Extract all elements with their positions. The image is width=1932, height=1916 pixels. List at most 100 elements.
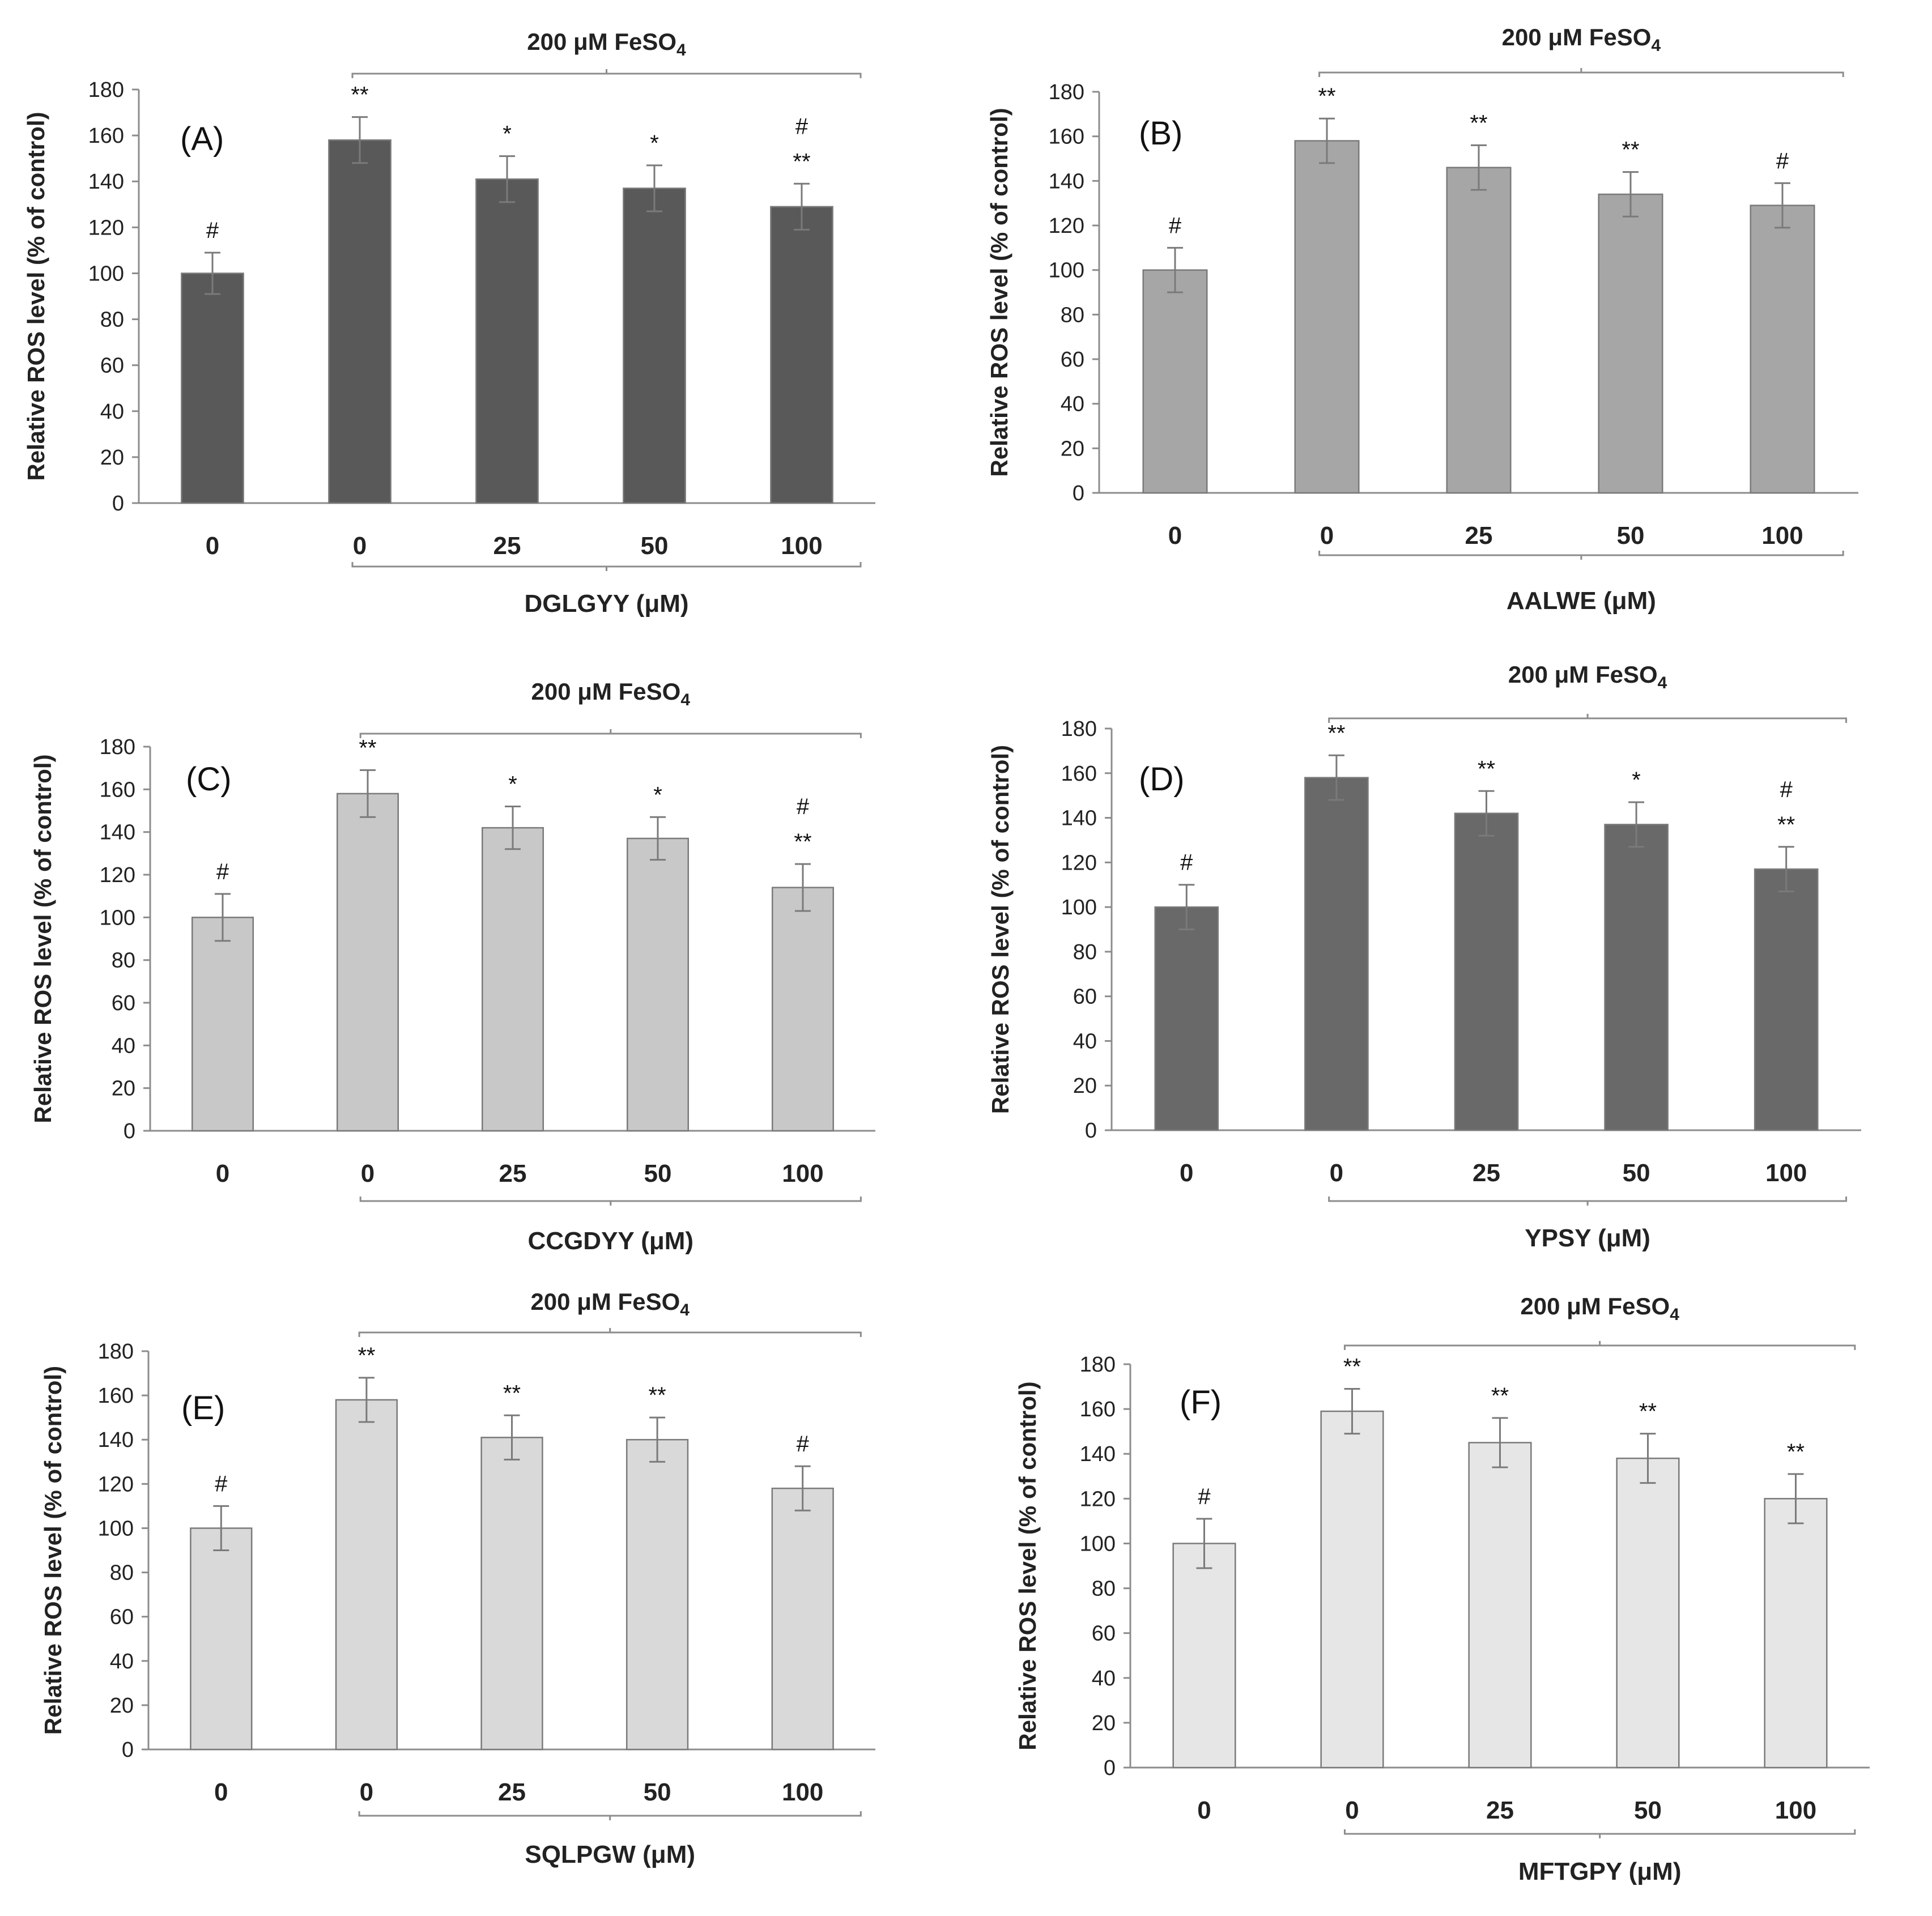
y-tick-label: 80 xyxy=(1061,303,1084,327)
significance-label: ** xyxy=(1639,1399,1657,1424)
y-axis-title: Relative ROS level (% of control) xyxy=(986,108,1012,476)
bar xyxy=(475,178,539,504)
category-label: 50 xyxy=(644,1778,671,1806)
bar xyxy=(1604,824,1669,1131)
bar xyxy=(1598,193,1663,494)
significance-label: # xyxy=(795,114,808,139)
fe-group-label: 200 μM FeSO4 xyxy=(1520,1293,1679,1324)
significance-label: ** xyxy=(1327,721,1345,746)
category-label: 0 xyxy=(1197,1796,1211,1824)
significance-label: # xyxy=(1776,148,1789,173)
category-label: 25 xyxy=(498,1778,526,1806)
category-label: 0 xyxy=(1180,1159,1193,1187)
y-tick-label: 140 xyxy=(88,170,124,194)
significance-label: * xyxy=(650,131,659,156)
bar xyxy=(335,1399,398,1751)
significance-label: ** xyxy=(1343,1355,1361,1379)
x-axis-title: YPSY (μM) xyxy=(1525,1224,1650,1252)
dose-group-bracket xyxy=(1318,551,1844,560)
bar xyxy=(328,139,391,504)
y-tick-label: 60 xyxy=(112,991,135,1015)
y-tick-label: 100 xyxy=(1080,1532,1116,1556)
significance-label: ** xyxy=(1470,110,1487,135)
significance-label: # xyxy=(206,218,219,243)
category-label: 50 xyxy=(1617,522,1645,550)
x-axis-title: AALWE (μM) xyxy=(1507,587,1656,615)
significance-label: ** xyxy=(1777,812,1795,837)
category-label: 0 xyxy=(353,532,367,560)
chart-panel-3: 0 20 40 60 80 100 120 140 160 180 #0 ** 0 ** 25 * 50 ** #1… xyxy=(987,661,1861,1252)
y-tick-label: 60 xyxy=(1092,1622,1116,1646)
y-tick-label: 160 xyxy=(1049,125,1084,149)
y-tick-label: 0 xyxy=(124,1119,135,1143)
y-tick-label: 120 xyxy=(98,1472,134,1496)
y-tick-label: 0 xyxy=(1104,1756,1116,1780)
x-axis-title: CCGDYY (μM) xyxy=(528,1227,694,1255)
significance-label: # xyxy=(797,794,810,819)
category-label: 50 xyxy=(1623,1159,1650,1187)
chart-panel-4: 0 20 40 60 80 100 120 140 160 180 #0 ** 0 ** 25 ** 50 #10… xyxy=(40,1288,875,1868)
bar xyxy=(190,1527,253,1751)
y-tick-label: 60 xyxy=(1061,348,1084,372)
bar xyxy=(1446,167,1512,494)
panel-label: (A) xyxy=(180,121,224,157)
y-tick-label: 140 xyxy=(1049,169,1084,193)
y-tick-label: 20 xyxy=(112,1077,135,1101)
bar xyxy=(1304,777,1369,1131)
bar xyxy=(191,917,254,1132)
y-tick-label: 100 xyxy=(1049,259,1084,283)
category-label: 25 xyxy=(1473,1159,1500,1187)
y-tick-label: 180 xyxy=(100,735,135,759)
y-tick-label: 40 xyxy=(1073,1029,1097,1053)
fe-group-bracket xyxy=(1328,714,1848,723)
significance-label: ** xyxy=(1787,1440,1805,1464)
category-label: 0 xyxy=(216,1160,229,1187)
bar xyxy=(770,206,833,504)
y-tick-label: 180 xyxy=(1061,717,1097,741)
category-label: 100 xyxy=(1765,1159,1807,1187)
y-tick-label: 40 xyxy=(112,1034,135,1058)
bar xyxy=(1172,1543,1236,1769)
significance-label: ** xyxy=(1318,84,1335,109)
significance-label: ** xyxy=(1622,138,1639,163)
bar xyxy=(480,1437,543,1751)
x-axis-title: SQLPGW (μM) xyxy=(525,1841,695,1868)
category-label: 0 xyxy=(206,532,219,560)
significance-label: # xyxy=(1180,850,1193,875)
significance-label: # xyxy=(1169,213,1182,238)
bar xyxy=(1154,906,1219,1131)
category-label: 25 xyxy=(493,532,521,560)
y-tick-label: 140 xyxy=(100,821,135,845)
y-tick-label: 0 xyxy=(122,1738,134,1762)
y-tick-label: 160 xyxy=(1061,762,1097,786)
y-axis-title: Relative ROS level (% of control) xyxy=(29,754,56,1123)
y-tick-label: 120 xyxy=(1061,851,1097,875)
fe-group-subscript: 4 xyxy=(676,41,686,59)
y-tick-label: 100 xyxy=(1061,896,1097,919)
category-label: 0 xyxy=(1168,522,1182,550)
significance-label: ** xyxy=(793,149,810,174)
category-label: 100 xyxy=(782,1778,823,1806)
y-tick-label: 140 xyxy=(98,1428,134,1452)
category-label: 25 xyxy=(1465,522,1493,550)
chart-panel-5: 0 20 40 60 80 100 120 140 160 180 #0 ** 0 ** 25 ** 50 ** 1… xyxy=(1014,1293,1870,1885)
bar xyxy=(626,837,690,1132)
significance-label: ** xyxy=(503,1381,521,1406)
category-label: 0 xyxy=(1320,522,1334,550)
y-tick-label: 80 xyxy=(1092,1577,1116,1601)
bar xyxy=(1754,868,1819,1131)
dose-group-bracket xyxy=(358,1811,862,1820)
fe-group-subscript: 4 xyxy=(1658,674,1667,692)
y-tick-label: 20 xyxy=(1073,1074,1097,1098)
y-tick-label: 160 xyxy=(100,778,135,802)
chart-panel-1: 0 20 40 60 80 100 120 140 160 180 #0 ** 0 ** 25 ** 50 #10… xyxy=(986,24,1858,615)
significance-label: # xyxy=(1198,1484,1211,1509)
category-label: 100 xyxy=(781,532,822,560)
fe-group-subscript: 4 xyxy=(1651,36,1661,55)
dose-group-bracket xyxy=(359,1197,862,1206)
y-tick-label: 180 xyxy=(98,1340,134,1364)
fe-group-bracket xyxy=(359,729,862,738)
bar xyxy=(336,793,399,1132)
chart-panel-2: 0 20 40 60 80 100 120 140 160 180 #0 ** 0 * 25 * 50 ** #10… xyxy=(29,678,875,1255)
